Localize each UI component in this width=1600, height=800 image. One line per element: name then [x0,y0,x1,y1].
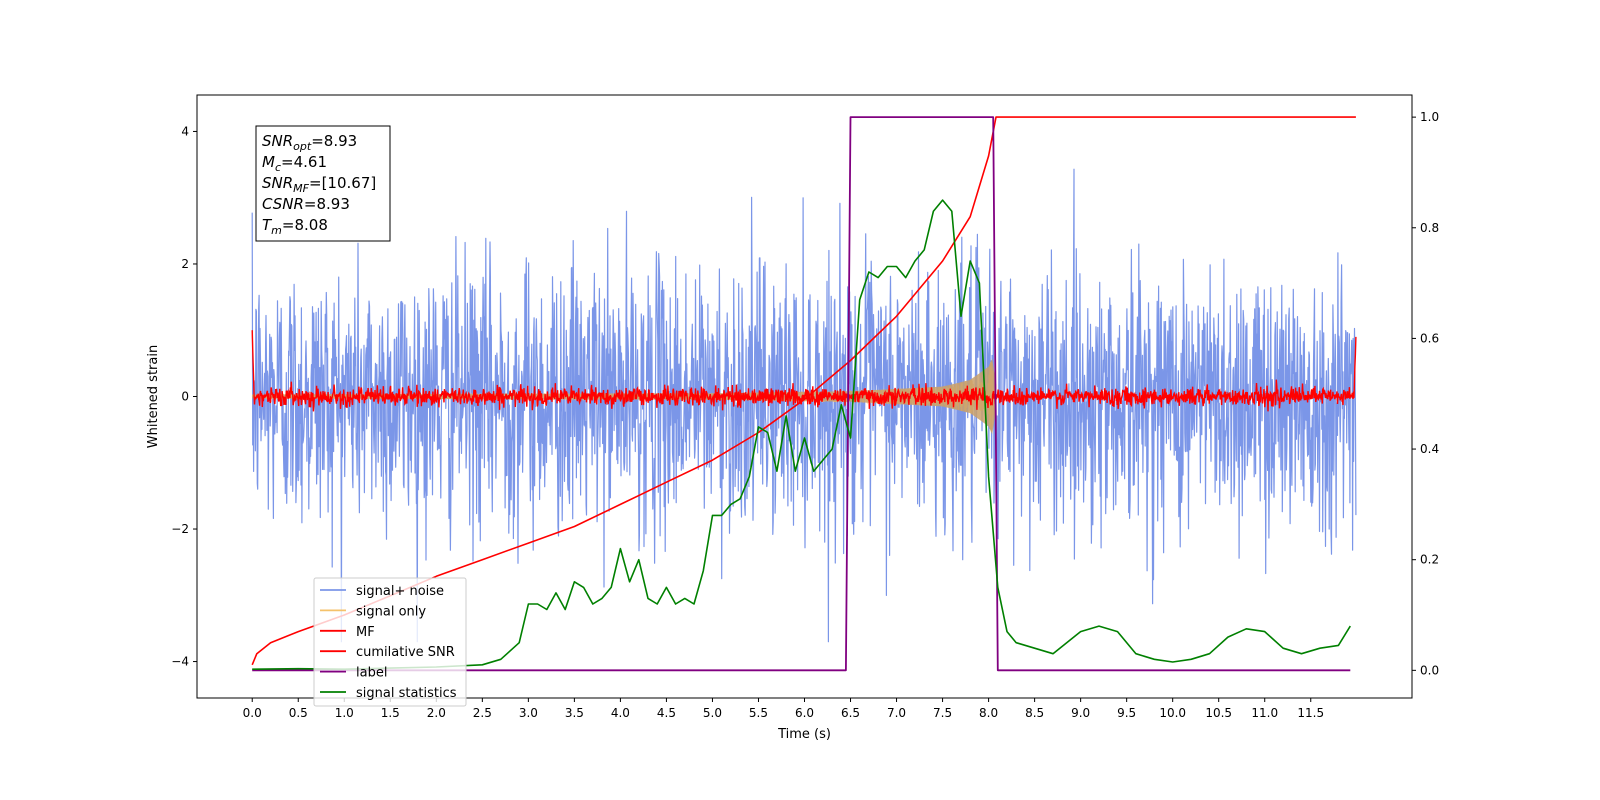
y-left-tick-label: −4 [171,655,189,669]
x-tick-label: 10.5 [1205,706,1232,720]
x-tick-label: 11.5 [1297,706,1324,720]
annotation-line: CSNR=8.93 [262,195,350,213]
x-tick-label: 2.0 [427,706,446,720]
annotation-box: SNRopt=8.93Mc=4.61SNRMF=[10.67]CSNR=8.93… [255,125,391,242]
x-tick-label: 5.0 [703,706,722,720]
y-right-tick-label: 0.6 [1420,331,1439,345]
x-tick-label: 8.5 [1025,706,1044,720]
y-left-tick-label: 0 [181,390,189,404]
y-right-tick-label: 0.2 [1420,553,1439,567]
legend-entry-label: label [356,666,387,681]
series-signal-statistics [252,199,1351,671]
annotation-line: SNRMF=[10.67] [262,174,376,195]
y-right-tick-label: 1.0 [1420,110,1439,124]
legend-entry-label: signal only [356,604,426,619]
x-tick-label: 7.5 [933,706,952,720]
x-tick-label: 2.5 [473,706,492,720]
legend-entry-label: MF [356,625,375,640]
legend-entry-label: signal statistics [356,686,457,701]
y-left-tick-label: 4 [181,124,189,138]
x-tick-label: 10.0 [1159,706,1186,720]
series-signal-only-envelope [252,358,996,435]
y-right-tick-label: 0.4 [1420,442,1439,456]
x-tick-label: 0.5 [289,706,308,720]
x-tick-label: 4.5 [657,706,676,720]
x-tick-label: 0.0 [243,706,262,720]
legend-entry-label: cumilative SNR [356,645,455,660]
x-tick-label: 4.0 [611,706,630,720]
annotation-line: Tm=8.08 [262,216,328,237]
annotation-line: Mc=4.61 [262,153,327,174]
x-axis-label: Time (s) [777,727,831,742]
x-tick-label: 8.0 [979,706,998,720]
x-tick-label: 3.0 [519,706,538,720]
y-left-tick-label: −2 [171,522,189,536]
y-axis-label: Whitened strain [146,345,161,448]
legend-frame [313,577,467,707]
plot-data-layer [251,116,1357,672]
annotation-box-frame [255,125,391,242]
legend-entry-label: signal+ noise [356,584,444,599]
y-right-tick-label: 0.0 [1420,663,1439,677]
y-right-tick-label: 0.8 [1420,221,1439,235]
x-tick-label: 6.0 [795,706,814,720]
legend: signal+ noise signal only MF cumilative SNR… [313,577,467,707]
annotation-line: SNRopt=8.93 [262,132,357,153]
series-mf [251,330,1357,412]
x-tick-label: 1.5 [381,706,400,720]
x-tick-label: 1.0 [335,706,354,720]
x-tick-label: 7.0 [887,706,906,720]
x-tick-label: 3.5 [565,706,584,720]
y-left-tick-label: 2 [181,257,189,271]
x-tick-label: 11.0 [1251,706,1278,720]
series-label [252,116,1351,672]
x-tick-label: 9.5 [1117,706,1136,720]
x-tick-label: 9.0 [1071,706,1090,720]
x-tick-label: 6.5 [841,706,860,720]
series-signal-noise [251,168,1357,643]
tick-layer: 0.0 0.5 1.0 1.5 2.0 2.5 3.0 3.5 4.0 4.5 5.0 5.5 6.0 6… [171,110,1439,720]
x-tick-label: 5.5 [749,706,768,720]
